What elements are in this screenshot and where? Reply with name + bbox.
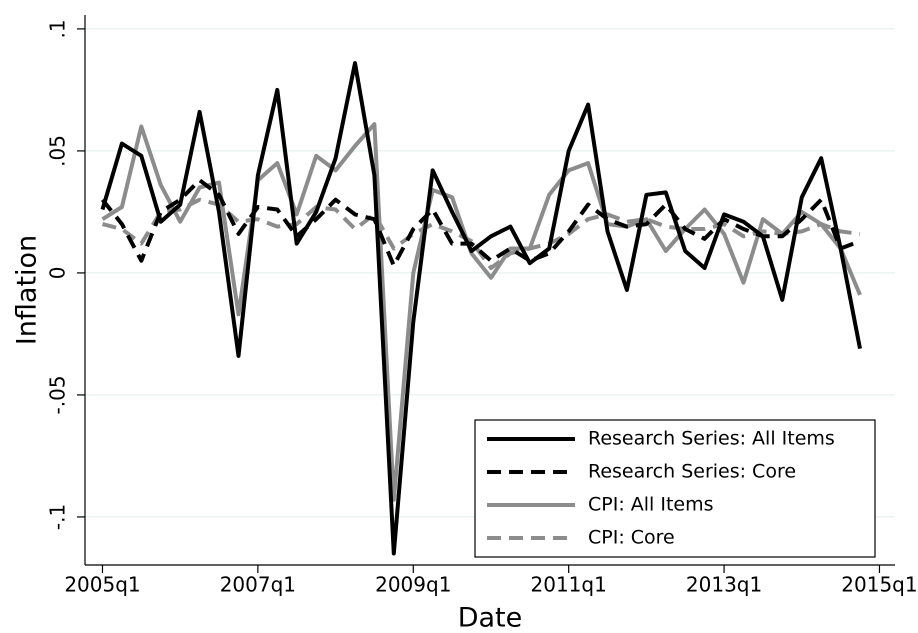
- y-tick-label: -.05: [46, 375, 70, 414]
- x-tick-label: 2015q1: [841, 573, 917, 597]
- x-axis-title: Date: [458, 603, 523, 633]
- series-line: [101, 122, 862, 502]
- y-tick-label: 0: [46, 267, 70, 280]
- x-tick-label: 2009q1: [375, 573, 451, 597]
- legend-label: Research Series: Core: [588, 461, 796, 483]
- x-tick-label: 2013q1: [686, 573, 762, 597]
- legend-label: Research Series: All Items: [588, 428, 835, 450]
- y-tick-label: .05: [46, 135, 70, 167]
- legend-label: CPI: All Items: [588, 494, 714, 516]
- y-tick-label: .1: [46, 19, 70, 38]
- series-line: [100, 178, 861, 268]
- x-tick-label: 2005q1: [64, 573, 140, 597]
- y-axis-title: Inflation: [12, 235, 43, 345]
- x-tick-label: 2011q1: [531, 573, 607, 597]
- legend-label: CPI: Core: [588, 527, 675, 549]
- x-tick-label: 2007q1: [220, 573, 296, 597]
- series-line: [100, 61, 862, 556]
- y-tick-label: -.1: [46, 504, 70, 530]
- legend-box: [474, 419, 876, 558]
